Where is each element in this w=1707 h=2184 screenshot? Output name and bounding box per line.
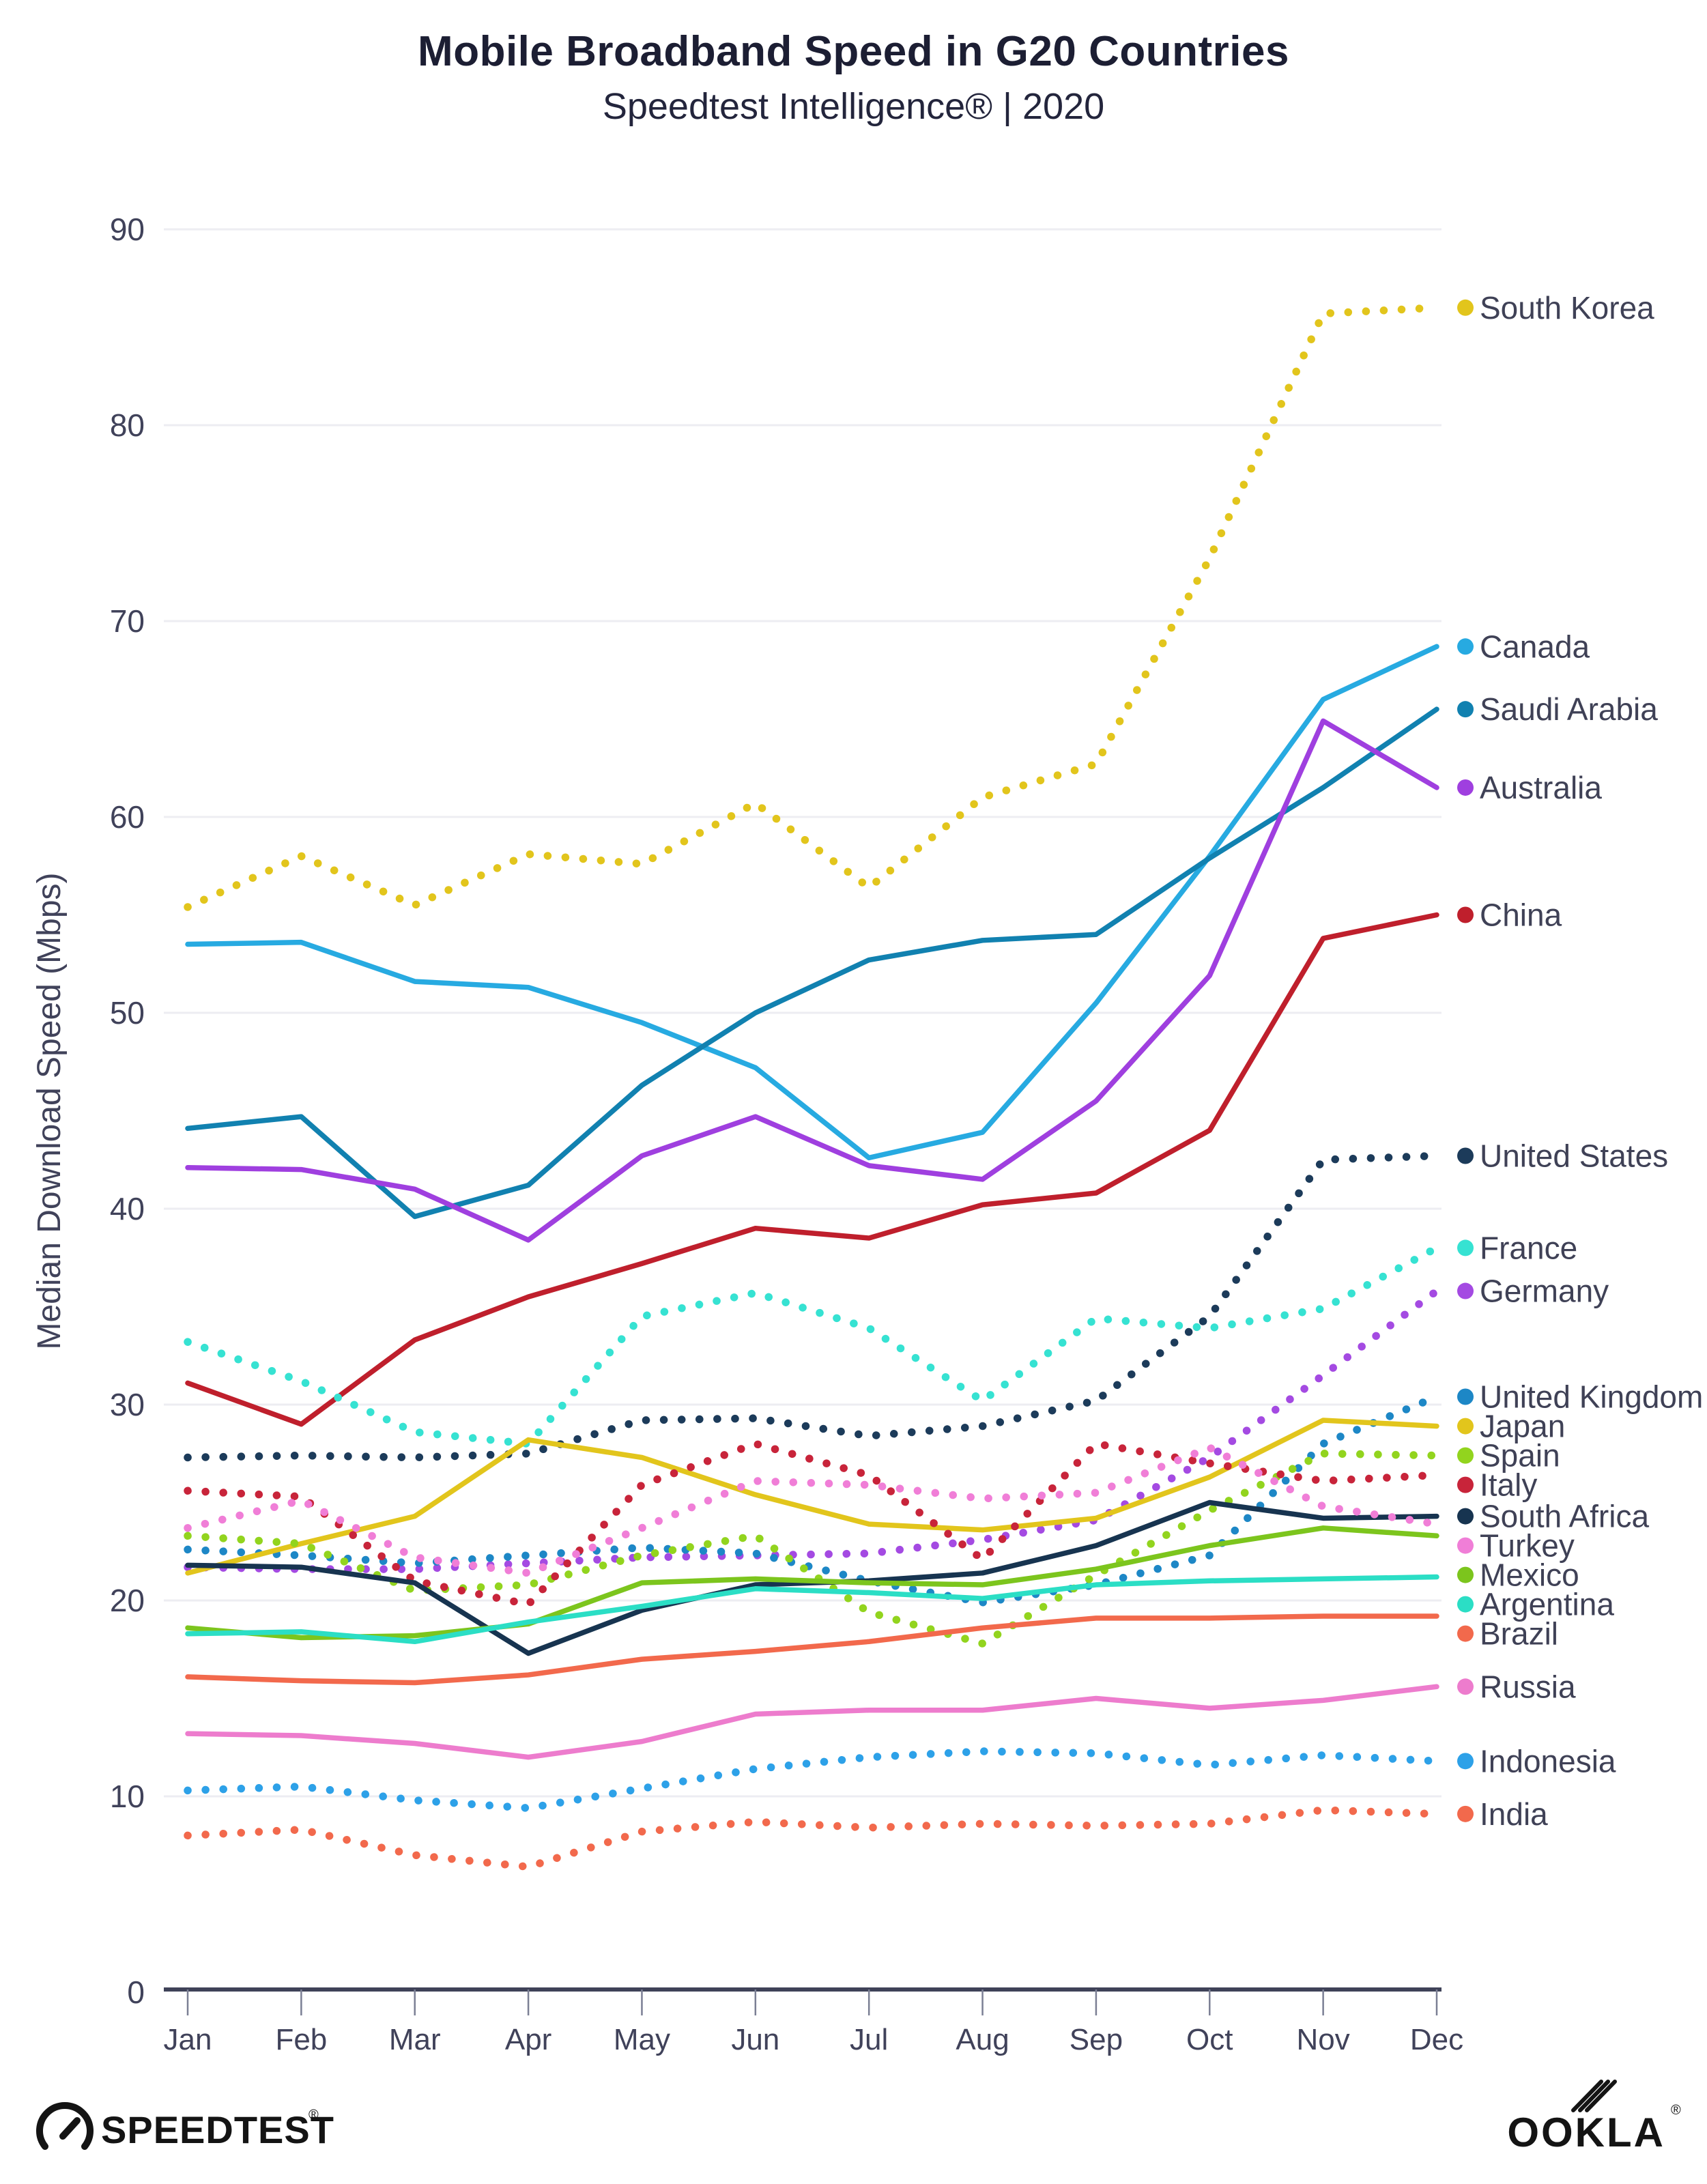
speedtest-wordmark: SPEEDTEST — [101, 2108, 334, 2151]
x-tick-label-nov: Nov — [1297, 2023, 1350, 2056]
legend-dot-japan — [1457, 1418, 1474, 1435]
ookla-trademark: ® — [1671, 2103, 1681, 2118]
legend-label-italy: Italy — [1480, 1467, 1537, 1503]
legend-dot-india — [1457, 1805, 1474, 1822]
x-tick-label-may: May — [614, 2023, 670, 2056]
legend-label-australia: Australia — [1480, 770, 1602, 805]
ookla-k-flourish — [1578, 2080, 1610, 2112]
series-line-argentina — [185, 1574, 1439, 1645]
legend-dot-south-korea — [1457, 299, 1474, 316]
chart-header: Mobile Broadband Speed in G20 Countries … — [0, 27, 1707, 128]
legend-dot-russia — [1457, 1678, 1474, 1695]
legend-label-united-kingdom: United Kingdom — [1480, 1379, 1703, 1415]
y-tick-label-30: 30 — [110, 1387, 145, 1422]
series-line-france — [184, 1244, 1441, 1448]
legend-label-canada: Canada — [1480, 629, 1590, 664]
x-tick-label-sep: Sep — [1070, 2023, 1123, 2056]
y-axis-title: Median Download Speed (Mbps) — [31, 872, 68, 1349]
legend-dot-united-states — [1457, 1147, 1474, 1164]
ookla-k-flourish — [1585, 2080, 1617, 2112]
legend-label-mexico: Mexico — [1480, 1557, 1579, 1593]
legend-label-japan: Japan — [1480, 1409, 1565, 1444]
legend-dot-south-africa — [1457, 1508, 1474, 1525]
legend-label-spain: Spain — [1480, 1438, 1560, 1474]
series-line-mexico — [185, 1525, 1439, 1641]
legend-label-france: France — [1480, 1230, 1577, 1265]
series-line-indonesia — [184, 1747, 1441, 1812]
x-tick-label-feb: Feb — [275, 2023, 327, 2056]
legend-label-united-states: United States — [1480, 1138, 1668, 1174]
series-line-united-states — [184, 1151, 1441, 1462]
series-line-canada — [185, 644, 1439, 1161]
series-line-saudi-arabia — [185, 706, 1439, 1220]
legend-label-saudi-arabia: Saudi Arabia — [1480, 691, 1658, 727]
legend-dot-spain — [1457, 1447, 1474, 1464]
ookla-wordmark: OOKLA — [1507, 2110, 1665, 2155]
y-tick-label-40: 40 — [110, 1191, 145, 1226]
series-line-south-korea — [184, 304, 1441, 911]
series-line-china — [185, 912, 1439, 1427]
legend-label-germany: Germany — [1480, 1274, 1609, 1309]
legend-dot-indonesia — [1457, 1753, 1474, 1770]
legend-dot-mexico — [1457, 1566, 1474, 1583]
series-line-turkey — [184, 1443, 1441, 1577]
speedtest-gauge-icon — [36, 2102, 94, 2150]
legend-label-india: India — [1480, 1796, 1548, 1832]
y-tick-label-90: 90 — [110, 212, 145, 247]
x-tick-label-apr: Apr — [505, 2023, 551, 2056]
series-line-australia — [185, 718, 1439, 1243]
legend-label-china: China — [1480, 897, 1562, 933]
y-tick-label-10: 10 — [110, 1779, 145, 1814]
legend-label-russia: Russia — [1480, 1669, 1576, 1704]
legend-dot-argentina — [1457, 1596, 1474, 1613]
x-tick-label-jun: Jun — [731, 2023, 779, 2056]
legend-dot-brazil — [1457, 1625, 1474, 1642]
x-tick-label-dec: Dec — [1410, 2023, 1463, 2056]
series-line-brazil — [185, 1613, 1439, 1686]
y-tick-label-60: 60 — [110, 799, 145, 835]
series-line-india — [184, 1806, 1441, 1871]
legend-dot-germany — [1457, 1282, 1474, 1299]
x-tick-label-jan: Jan — [164, 2023, 212, 2056]
legend-dot-saudi-arabia — [1457, 701, 1474, 718]
series-line-germany — [184, 1287, 1441, 1573]
legend-dot-australia — [1457, 779, 1474, 796]
legend-dot-italy — [1457, 1476, 1474, 1493]
legend-dot-turkey — [1457, 1537, 1474, 1554]
speedtest-gauge-needle — [59, 2117, 81, 2140]
speedtest-logo: SPEEDTEST® — [36, 2102, 334, 2151]
legend-label-south-africa: South Africa — [1480, 1499, 1649, 1534]
series-line-italy — [184, 1439, 1441, 1609]
legend-dot-united-kingdom — [1457, 1388, 1474, 1405]
x-tick-label-aug: Aug — [956, 2023, 1009, 2056]
legend-dot-canada — [1457, 638, 1474, 655]
y-tick-label-70: 70 — [110, 603, 145, 639]
series-line-spain — [184, 1450, 1441, 1648]
legend-dot-france — [1457, 1239, 1474, 1256]
ookla-k-flourish — [1571, 2080, 1603, 2112]
x-tick-label-jul: Jul — [850, 2023, 888, 2056]
y-tick-label-20: 20 — [110, 1583, 145, 1618]
x-tick-label-mar: Mar — [389, 2023, 441, 2056]
legend-label-indonesia: Indonesia — [1480, 1743, 1616, 1779]
series-line-russia — [185, 1684, 1439, 1760]
series-line-japan — [185, 1418, 1439, 1576]
legend-dot-china — [1457, 906, 1474, 923]
legend-label-brazil: Brazil — [1480, 1616, 1558, 1652]
y-tick-label-80: 80 — [110, 407, 145, 443]
legend-label-turkey: Turkey — [1480, 1528, 1575, 1564]
legend-label-south-korea: South Korea — [1480, 290, 1654, 326]
series-line-united-kingdom — [184, 1392, 1441, 1607]
legend-label-argentina: Argentina — [1480, 1587, 1614, 1622]
page-title: Mobile Broadband Speed in G20 Countries — [418, 28, 1289, 75]
ookla-logo: OOKLA ® — [1507, 2080, 1681, 2155]
speedtest-trademark: ® — [309, 2108, 319, 2123]
page-subtitle: Speedtest Intelligence® | 2020 — [602, 86, 1105, 127]
y-tick-label-50: 50 — [110, 995, 145, 1031]
y-tick-label-0: 0 — [127, 1974, 145, 2010]
x-tick-label-oct: Oct — [1186, 2023, 1233, 2056]
